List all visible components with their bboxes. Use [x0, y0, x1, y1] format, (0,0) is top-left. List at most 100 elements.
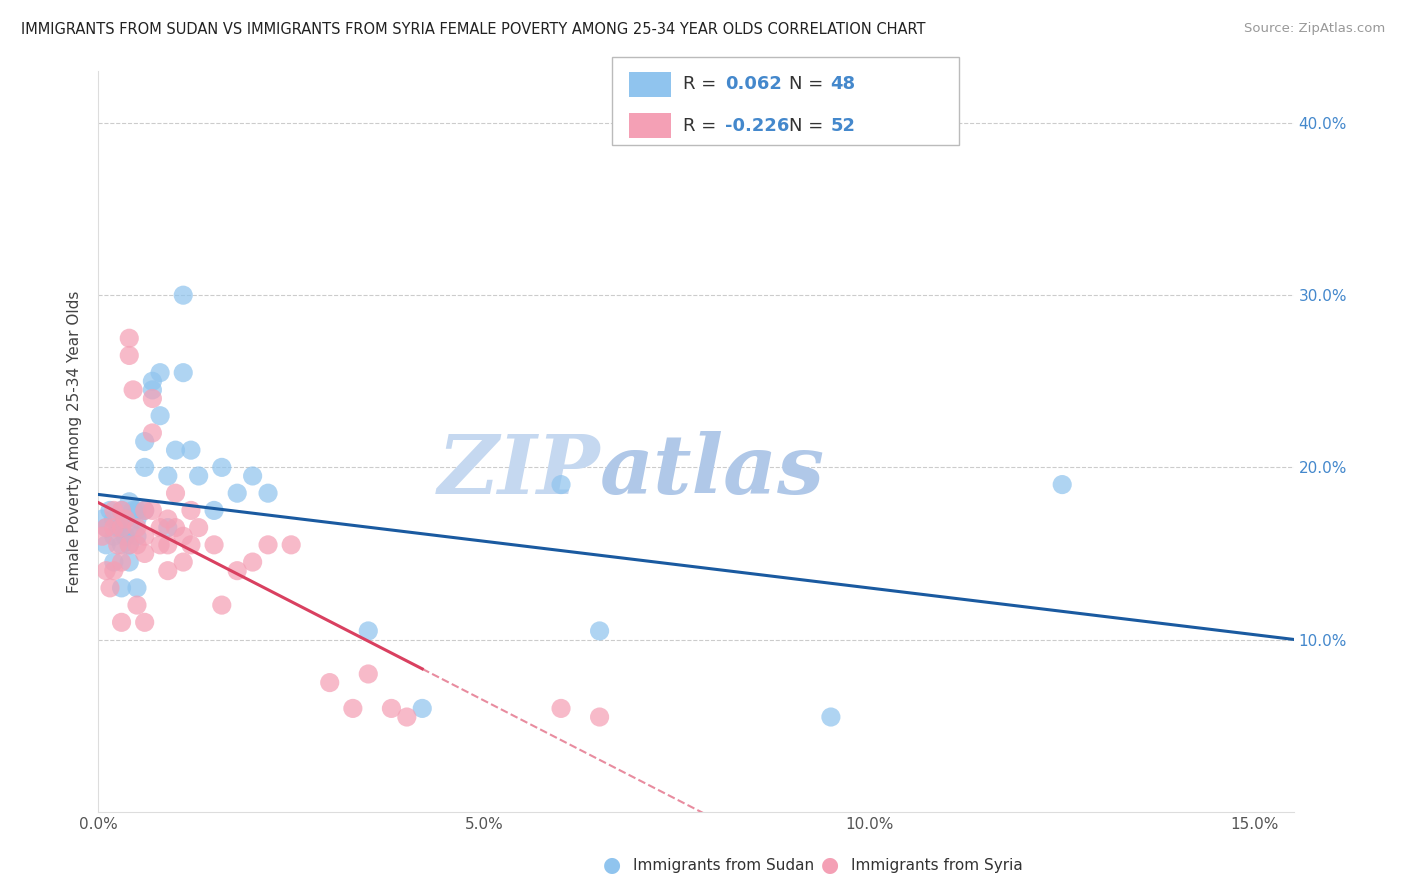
Point: [156, 538, 179, 552]
Point: [202, 538, 225, 552]
Point: [180, 503, 202, 517]
Point: [550, 477, 572, 491]
Point: [103, 555, 125, 569]
Point: [125, 503, 148, 517]
Point: [319, 675, 342, 690]
Point: [110, 581, 132, 595]
Text: ZIP: ZIP: [437, 431, 600, 511]
Point: [211, 598, 233, 612]
Point: [94, 564, 117, 578]
Point: [103, 564, 125, 578]
Point: [110, 555, 132, 569]
Point: [588, 624, 610, 638]
Point: [180, 443, 202, 458]
Point: [411, 701, 433, 715]
Point: [125, 529, 148, 543]
Text: R =: R =: [683, 117, 721, 135]
Point: [141, 392, 163, 406]
Point: [125, 581, 148, 595]
Point: [342, 701, 364, 715]
Text: 0.062: 0.062: [725, 75, 782, 93]
Text: Source: ZipAtlas.com: Source: ZipAtlas.com: [1244, 22, 1385, 36]
Point: [118, 555, 141, 569]
Point: [149, 538, 172, 552]
Text: R =: R =: [683, 75, 721, 93]
Point: [395, 710, 418, 724]
Text: Immigrants from Sudan: Immigrants from Sudan: [633, 858, 814, 872]
Point: [242, 555, 264, 569]
Point: [125, 521, 148, 535]
Point: [118, 538, 141, 552]
Point: [149, 366, 172, 380]
Text: Immigrants from Syria: Immigrants from Syria: [851, 858, 1022, 872]
Point: [357, 667, 380, 681]
Text: IMMIGRANTS FROM SUDAN VS IMMIGRANTS FROM SYRIA FEMALE POVERTY AMONG 25-34 YEAR O: IMMIGRANTS FROM SUDAN VS IMMIGRANTS FROM…: [21, 22, 925, 37]
Point: [141, 374, 163, 388]
Point: [125, 598, 148, 612]
Point: [357, 624, 380, 638]
Text: 52: 52: [830, 117, 855, 135]
Text: N =: N =: [790, 117, 830, 135]
Point: [110, 503, 132, 517]
Point: [156, 521, 179, 535]
Point: [98, 581, 121, 595]
Point: [180, 538, 202, 552]
Point: [165, 521, 187, 535]
Point: [94, 538, 117, 552]
Text: ●: ●: [821, 855, 838, 875]
Point: [226, 486, 249, 500]
Point: [110, 521, 132, 535]
Point: [226, 564, 249, 578]
Text: atlas: atlas: [600, 431, 825, 511]
Point: [165, 443, 187, 458]
Point: [211, 460, 233, 475]
Point: [122, 383, 145, 397]
Point: [114, 512, 136, 526]
Point: [242, 469, 264, 483]
Point: [114, 529, 136, 543]
Point: [110, 503, 132, 517]
Point: [380, 701, 402, 715]
Point: [110, 521, 132, 535]
Point: [187, 521, 209, 535]
Point: [588, 710, 610, 724]
Point: [114, 512, 136, 526]
Point: [280, 538, 302, 552]
Text: ●: ●: [603, 855, 620, 875]
Point: [125, 512, 148, 526]
Point: [149, 521, 172, 535]
Point: [134, 615, 156, 630]
Point: [550, 701, 572, 715]
Point: [107, 521, 129, 535]
Point: [91, 529, 114, 543]
Point: [94, 521, 117, 535]
Text: 48: 48: [830, 75, 855, 93]
Point: [91, 512, 114, 526]
Point: [156, 469, 179, 483]
Point: [134, 546, 156, 560]
Point: [110, 538, 132, 552]
Point: [202, 503, 225, 517]
Point: [141, 503, 163, 517]
Y-axis label: Female Poverty Among 25-34 Year Olds: Female Poverty Among 25-34 Year Olds: [67, 291, 83, 592]
Point: [187, 469, 209, 483]
Point: [156, 564, 179, 578]
Point: [156, 512, 179, 526]
Text: -0.226: -0.226: [725, 117, 789, 135]
Point: [165, 486, 187, 500]
Point: [134, 503, 156, 517]
Point: [118, 521, 141, 535]
Point: [820, 710, 842, 724]
Point: [118, 331, 141, 345]
Point: [118, 538, 141, 552]
Point: [1050, 477, 1073, 491]
Point: [118, 495, 141, 509]
Point: [107, 538, 129, 552]
Point: [172, 555, 194, 569]
Point: [141, 425, 163, 440]
Point: [98, 503, 121, 517]
Point: [118, 348, 141, 362]
Point: [257, 486, 280, 500]
Text: N =: N =: [790, 75, 830, 93]
Point: [125, 538, 148, 552]
